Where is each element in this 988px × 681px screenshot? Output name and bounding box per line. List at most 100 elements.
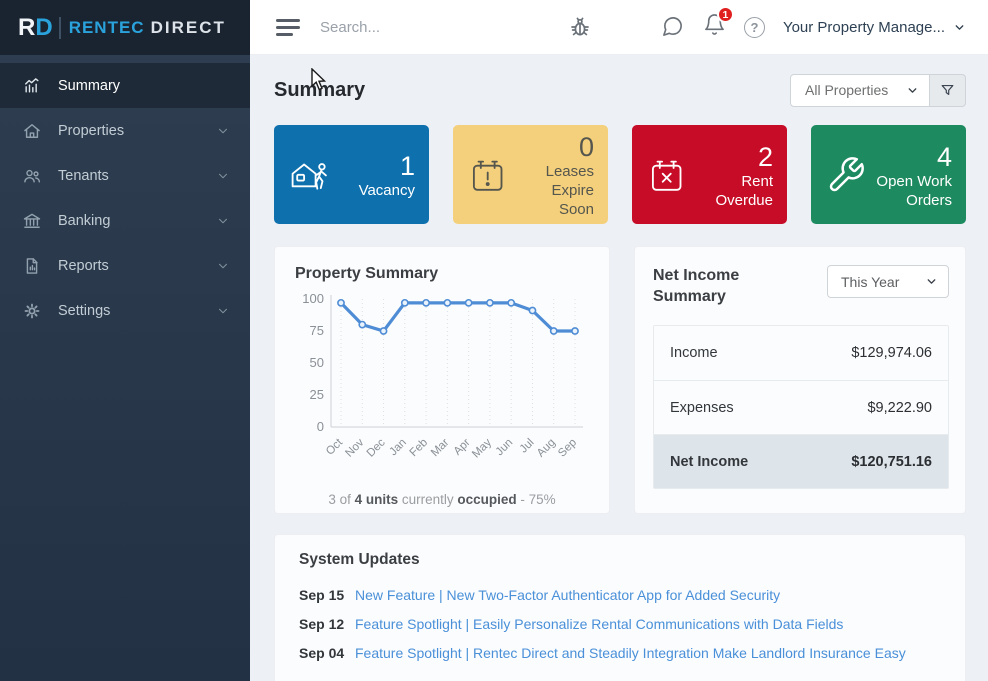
row-label: Income xyxy=(670,345,718,361)
sidebar: RD RENTEC DIRECT Summary xyxy=(0,0,250,681)
list-item: Sep 15 New Feature | New Two-Factor Auth… xyxy=(299,581,941,610)
house-person-icon xyxy=(288,155,334,197)
stat-card-body: 1 Vacancy xyxy=(334,137,415,214)
sidebar-item-label: Properties xyxy=(58,122,125,139)
bell-icon xyxy=(703,14,726,40)
sidebar-item-reports[interactable]: Reports xyxy=(0,243,250,288)
brand-monogram: RD xyxy=(18,13,53,41)
row-value: $9,222.90 xyxy=(867,399,932,416)
svg-text:Oct: Oct xyxy=(324,436,346,458)
chevron-down-icon xyxy=(216,214,230,228)
stat-label: Vacancy xyxy=(358,182,415,199)
stat-label: Rent Overdue xyxy=(715,172,773,209)
funnel-icon xyxy=(941,84,954,95)
net-income-header: Net Income Summary This Year xyxy=(653,265,949,307)
sidebar-item-settings[interactable]: Settings xyxy=(0,288,250,333)
search-input[interactable] xyxy=(320,18,500,36)
table-row-net-income: Net Income $120,751.16 xyxy=(654,434,948,488)
update-link[interactable]: Feature Spotlight | Rentec Direct and St… xyxy=(355,645,906,661)
property-summary-title: Property Summary xyxy=(295,265,439,282)
svg-text:Nov: Nov xyxy=(343,436,366,459)
property-filter-select[interactable]: All Properties xyxy=(790,73,930,107)
topbar: 1 ? Your Property Manage... xyxy=(250,0,988,55)
hamburger-menu-icon[interactable] xyxy=(276,15,300,40)
table-row-income: Income $129,974.06 xyxy=(654,326,948,380)
logo-divider xyxy=(58,16,61,39)
sidebar-item-properties[interactable]: Properties xyxy=(0,108,250,153)
svg-text:Sep: Sep xyxy=(556,437,579,460)
sidebar-nav: Summary Properties xyxy=(0,55,250,333)
chevron-down-icon xyxy=(216,259,230,273)
system-updates-title: System Updates xyxy=(299,551,420,568)
net-income-summary-card: Net Income Summary This Year Income $129… xyxy=(634,246,966,514)
update-link[interactable]: New Feature | New Two-Factor Authenticat… xyxy=(355,587,781,603)
stat-value: 1 xyxy=(399,151,415,181)
stat-value: 2 xyxy=(757,141,773,172)
update-date: Sep 04 xyxy=(299,645,345,661)
main-content: Summary All Properties xyxy=(250,55,988,681)
user-account-menu[interactable]: Your Property Manage... xyxy=(783,19,966,36)
net-income-title: Net Income Summary xyxy=(653,267,740,305)
property-filter-value: All Properties xyxy=(805,82,889,98)
stat-card-rent-overdue[interactable]: 2 Rent Overdue xyxy=(632,125,787,224)
stat-card-leases-expire[interactable]: 0 Leases Expire Soon xyxy=(453,125,608,224)
stat-value: 0 xyxy=(578,132,594,162)
chevron-down-icon xyxy=(953,21,966,34)
stat-card-open-work-orders[interactable]: 4 Open Work Orders xyxy=(811,125,966,224)
brand-name-primary: RENTEC xyxy=(68,17,145,37)
stat-value: 4 xyxy=(936,141,952,172)
svg-text:Jan: Jan xyxy=(387,437,409,459)
sidebar-item-banking[interactable]: Banking xyxy=(0,198,250,243)
update-date: Sep 15 xyxy=(299,587,345,603)
stat-card-body: 0 Leases Expire Soon xyxy=(513,132,594,218)
topbar-actions: 1 ? Your Property Manage... xyxy=(661,6,966,41)
svg-text:25: 25 xyxy=(310,387,324,402)
property-filter-group: All Properties xyxy=(790,73,966,107)
bug-report-icon[interactable] xyxy=(568,15,592,39)
user-menu-label: Your Property Manage... xyxy=(782,18,945,36)
update-link[interactable]: Feature Spotlight | Easily Personalize R… xyxy=(355,616,844,632)
brand-name-secondary: DIRECT xyxy=(150,17,226,37)
dashboard-mid-row: Property Summary 0 25 50 75 100 Oct Nov Dec Jan F… xyxy=(274,246,966,514)
sidebar-item-tenants[interactable]: Tenants xyxy=(0,153,250,198)
help-icon[interactable]: ? xyxy=(743,16,765,38)
row-value: $129,974.06 xyxy=(851,345,932,361)
sidebar-item-label: Summary xyxy=(58,77,121,94)
notifications-button[interactable]: 1 xyxy=(703,6,734,41)
stat-cards-row: 1 Vacancy 0 Leases Expire Soon xyxy=(274,125,966,224)
table-row-expenses: Expenses $9,222.90 xyxy=(654,380,948,434)
sidebar-item-label: Banking xyxy=(58,212,111,229)
svg-text:Mar: Mar xyxy=(429,437,452,460)
period-select-value: This Year xyxy=(841,273,900,290)
brand-logo[interactable]: RD RENTEC DIRECT xyxy=(0,0,250,55)
report-file-icon xyxy=(22,256,42,276)
gear-icon xyxy=(22,301,42,321)
stat-card-vacancy[interactable]: 1 Vacancy xyxy=(274,125,429,224)
svg-text:May: May xyxy=(470,436,494,460)
page-title: Summary xyxy=(274,78,366,101)
notification-badge: 1 xyxy=(716,6,734,23)
calendar-exclamation-icon xyxy=(467,155,513,197)
wrench-icon xyxy=(825,155,871,197)
period-select[interactable]: This Year xyxy=(827,265,949,298)
row-value: $120,751.16 xyxy=(851,453,932,470)
stat-card-body: 4 Open Work Orders xyxy=(871,137,952,214)
svg-text:Feb: Feb xyxy=(408,437,431,460)
net-income-table: Income $129,974.06 Expenses $9,222.90 Ne… xyxy=(653,325,949,489)
svg-text:Aug: Aug xyxy=(535,437,558,460)
svg-text:Dec: Dec xyxy=(365,436,388,459)
stat-card-body: 2 Rent Overdue xyxy=(692,137,773,214)
sidebar-item-summary[interactable]: Summary xyxy=(0,63,250,108)
system-updates-card: System Updates Sep 15 New Feature | New … xyxy=(274,534,966,681)
chat-bubble-icon[interactable] xyxy=(661,15,685,39)
stat-label: Open Work Orders xyxy=(876,172,952,209)
svg-text:Apr: Apr xyxy=(452,437,473,458)
bank-icon xyxy=(22,211,42,231)
page-header: Summary All Properties xyxy=(274,71,966,109)
chevron-down-icon xyxy=(216,169,230,183)
chevron-down-icon xyxy=(906,84,919,97)
list-item: Sep 12 Feature Spotlight | Easily Person… xyxy=(299,610,941,639)
update-date: Sep 12 xyxy=(299,616,345,632)
bar-chart-icon xyxy=(22,76,42,96)
filter-button[interactable] xyxy=(930,73,966,107)
